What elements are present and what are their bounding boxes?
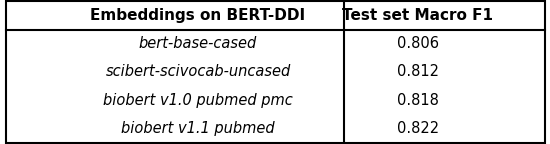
Text: Embeddings on BERT-DDI: Embeddings on BERT-DDI	[90, 8, 306, 23]
Text: 0.812: 0.812	[397, 65, 439, 79]
Text: scibert-scivocab-uncased: scibert-scivocab-uncased	[106, 65, 290, 79]
Text: bert-base-cased: bert-base-cased	[139, 36, 257, 51]
Text: 0.806: 0.806	[397, 36, 439, 51]
Text: 0.822: 0.822	[397, 121, 439, 136]
Text: biobert v1.1 pubmed: biobert v1.1 pubmed	[121, 121, 275, 136]
Text: 0.818: 0.818	[397, 93, 439, 108]
Text: Test set Macro F1: Test set Macro F1	[343, 8, 493, 23]
Text: biobert v1.0 pubmed pmc: biobert v1.0 pubmed pmc	[103, 93, 293, 108]
